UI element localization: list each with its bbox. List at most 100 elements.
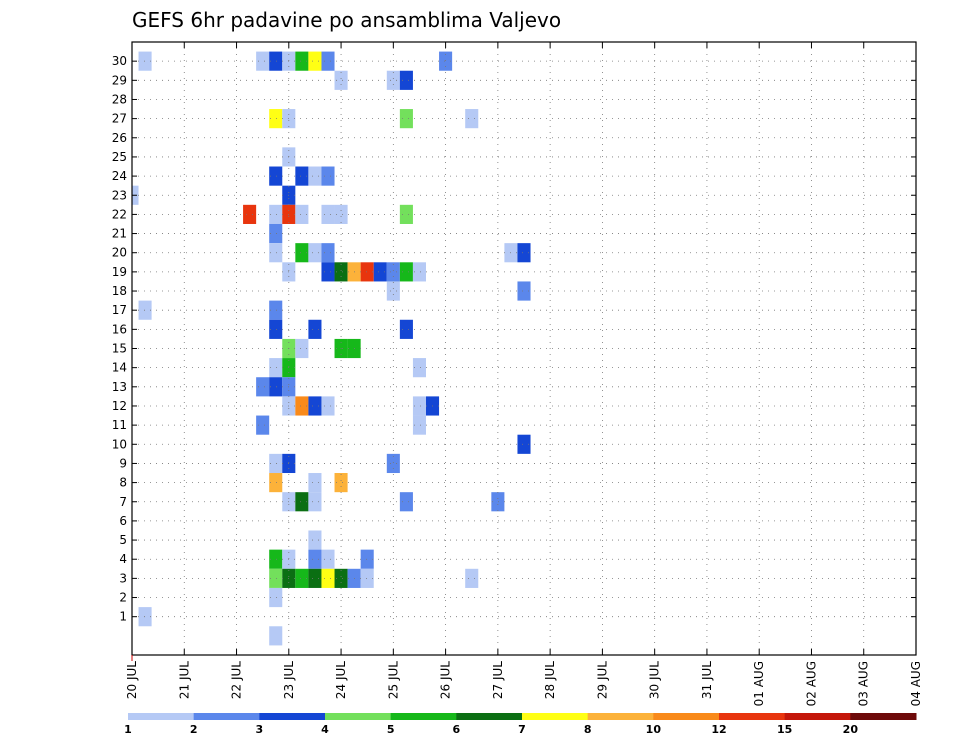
- colorbar-label: 12: [711, 723, 726, 736]
- precip-cell: [360, 262, 374, 282]
- precip-cell: [308, 51, 322, 71]
- precip-cell: [321, 166, 335, 186]
- x-tick-label: 25 JUL: [386, 661, 400, 699]
- precip-cell: [412, 262, 426, 282]
- precip-cell: [399, 204, 413, 224]
- precip-cell: [295, 51, 309, 71]
- y-tick-label: 8: [119, 476, 127, 490]
- precip-cell: [386, 262, 400, 282]
- precip-cell: [334, 262, 348, 282]
- precip-cell: [412, 396, 426, 416]
- colorbar-swatch: [456, 713, 523, 720]
- x-tick-label: 31 JUL: [700, 661, 714, 699]
- y-tick-label: 11: [112, 418, 127, 432]
- precip-cell: [269, 549, 283, 569]
- colorbar-label: 4: [321, 723, 329, 736]
- precip-cell: [269, 319, 283, 339]
- precip-cell: [243, 204, 257, 224]
- precip-cell: [491, 492, 505, 512]
- y-tick-label: 10: [112, 437, 127, 451]
- precip-cell: [138, 51, 152, 71]
- x-axis: 20 JUL 21 JUL 22 JUL 23 JUL 24 JUL 25 JUL 26 J…: [125, 42, 923, 706]
- y-tick-label: 17: [112, 303, 127, 317]
- precip-cell: [269, 51, 283, 71]
- y-tick-label: 25: [112, 150, 127, 164]
- x-tick-label: 01 AUG: [752, 661, 766, 706]
- y-tick-label: 2: [119, 591, 127, 605]
- cells-layer: [132, 51, 531, 646]
- colorbar-label: 6: [453, 723, 461, 736]
- precip-cell: [321, 51, 335, 71]
- precip-cell: [256, 51, 270, 71]
- precip-cell: [269, 453, 283, 474]
- chart-title: GEFS 6hr padavine po ansamblima Valjevo: [132, 8, 561, 32]
- precip-cell: [295, 166, 309, 186]
- x-tick-label: 04 AUG: [909, 661, 923, 706]
- precip-cell: [269, 300, 283, 320]
- x-tick-label: 24 JUL: [334, 661, 348, 699]
- y-tick-label: 23: [112, 188, 127, 202]
- colorbar-swatch: [522, 713, 589, 720]
- precip-cell: [269, 166, 283, 186]
- precip-cell: [269, 377, 283, 397]
- precip-cell: [295, 338, 309, 359]
- precip-cell: [295, 204, 309, 224]
- y-tick-label: 26: [112, 131, 127, 145]
- y-tick-label: 12: [112, 399, 127, 413]
- y-tick-label: 1: [119, 610, 127, 624]
- precip-cell: [269, 473, 283, 493]
- precip-cell: [412, 415, 426, 435]
- y-tick-label: 15: [112, 342, 127, 356]
- precip-cell: [308, 530, 322, 550]
- grid-layer: [132, 42, 916, 655]
- y-tick-label: 19: [112, 265, 127, 279]
- x-tick-label: 02 AUG: [804, 661, 818, 706]
- precip-cell: [517, 434, 531, 454]
- precip-cell: [295, 568, 309, 588]
- x-tick-label: 28 JUL: [543, 661, 557, 699]
- precip-cell: [321, 204, 335, 224]
- colorbar-swatch: [850, 713, 917, 720]
- colorbar-label: 1: [124, 723, 132, 736]
- y-tick-label: 29: [112, 73, 127, 87]
- precip-cell: [465, 109, 479, 129]
- x-tick-label: 22 JUL: [230, 661, 244, 699]
- y-tick-label: 24: [112, 169, 127, 183]
- colorbar-swatch: [128, 713, 195, 720]
- precip-cell: [308, 568, 322, 588]
- y-tick-label: 18: [112, 284, 127, 298]
- precip-cell: [308, 549, 322, 569]
- colorbar-swatch: [259, 713, 326, 720]
- y-tick-label: 30: [112, 54, 127, 68]
- precip-cell: [321, 549, 335, 569]
- x-tick-label: 21 JUL: [177, 661, 191, 699]
- precip-cell: [399, 319, 413, 339]
- precip-cell: [321, 568, 335, 588]
- y-axis: 1234567891011121314151617181920212223242…: [112, 54, 916, 624]
- precip-cell: [399, 492, 413, 512]
- precip-cell: [360, 549, 374, 569]
- colorbar-label: 20: [843, 723, 859, 736]
- precip-cell: [269, 587, 283, 608]
- precip-cell: [308, 492, 322, 512]
- y-tick-label: 22: [112, 207, 127, 221]
- precip-cell: [308, 473, 322, 493]
- precip-cell: [269, 243, 283, 263]
- x-tick-label: 26 JUL: [439, 661, 453, 699]
- precip-cell: [334, 204, 348, 224]
- precip-cell: [517, 243, 531, 263]
- precip-cell: [295, 243, 309, 263]
- precip-cell: [386, 453, 400, 474]
- x-tick-label: 20 JUL: [125, 661, 139, 699]
- x-tick-label: 27 JUL: [491, 661, 505, 699]
- y-tick-label: 9: [119, 456, 127, 470]
- precip-cell: [269, 109, 283, 129]
- precip-cell: [295, 492, 309, 512]
- y-tick-label: 3: [119, 571, 127, 585]
- precip-cell: [321, 262, 335, 282]
- colorbar-label: 10: [646, 723, 662, 736]
- colorbar-label: 15: [777, 723, 792, 736]
- precip-cell: [256, 377, 270, 397]
- precip-cell: [334, 70, 348, 90]
